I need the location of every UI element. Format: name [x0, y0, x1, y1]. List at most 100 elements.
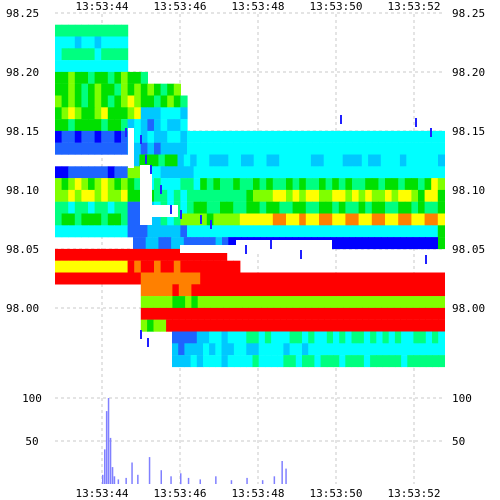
heat-cell [220, 189, 228, 202]
heat-cell [173, 95, 181, 108]
heat-cell [147, 107, 155, 120]
heat-cell [88, 83, 96, 96]
heat-cell [213, 178, 221, 191]
heat-cell [286, 142, 294, 155]
heat-cell [180, 107, 188, 120]
heat-cell [172, 343, 179, 356]
heat-cell [160, 178, 168, 191]
heat-cell [178, 284, 186, 297]
heat-cell [399, 237, 407, 250]
heat-cell [140, 248, 148, 261]
heat-cell [292, 130, 300, 143]
heat-cell [233, 213, 241, 226]
heat-cell [333, 343, 340, 356]
empty-gap [128, 128, 134, 168]
heat-cell [147, 142, 155, 155]
heat-cell [253, 178, 261, 191]
time-tick-bottom: 13:53:46 [154, 487, 207, 500]
heat-cell [266, 130, 274, 143]
heat-cell [371, 142, 379, 155]
heat-cell [61, 225, 69, 238]
heat-cell [266, 178, 274, 191]
heat-cell [235, 296, 243, 309]
heat-cell [385, 225, 393, 238]
heat-cell [152, 237, 160, 250]
heat-cell [74, 201, 82, 214]
heat-cell [358, 225, 366, 238]
heat-cell [147, 248, 155, 261]
heat-cell [376, 331, 384, 344]
heat-cell [61, 189, 69, 202]
heat-cell [88, 95, 96, 108]
heat-cell [394, 343, 402, 356]
heat-cell [365, 130, 373, 143]
heat-cell [200, 178, 208, 191]
heat-cell [324, 296, 332, 309]
heat-cell [160, 166, 168, 179]
volume-bar [285, 468, 287, 484]
heat-cell [121, 107, 129, 120]
heat-cell [391, 166, 399, 179]
heat-cell [134, 95, 142, 108]
heat-cell [94, 83, 102, 96]
heat-cell [114, 60, 122, 73]
heat-cell [437, 201, 445, 214]
heat-cell [183, 154, 191, 167]
heat-cell [154, 178, 162, 191]
heat-cell [438, 355, 445, 368]
heat-cell [312, 142, 320, 155]
heat-cell [280, 319, 287, 332]
heat-cell [184, 331, 192, 344]
heat-cell [206, 142, 214, 155]
price-tick-left: 98.20 [6, 66, 39, 79]
heat-cell [220, 201, 228, 214]
heat-cell [200, 213, 208, 226]
heat-cell [355, 296, 363, 309]
heat-cell [121, 178, 129, 191]
heat-cell [254, 319, 262, 332]
heat-cell [215, 331, 223, 344]
heat-cell [200, 201, 208, 214]
heat-cell [68, 36, 76, 49]
heat-cell [351, 355, 359, 368]
heat-cell [352, 225, 360, 238]
heat-cell [412, 284, 420, 297]
heat-cell [140, 71, 148, 84]
heat-cell [220, 272, 228, 285]
heat-cell [437, 142, 445, 155]
trade-mark [425, 255, 427, 264]
heat-cell [68, 213, 76, 226]
heat-cell [365, 166, 373, 179]
heat-cell [159, 296, 167, 309]
heat-cell [147, 95, 155, 108]
heat-cell [324, 284, 332, 297]
heat-cell [167, 83, 175, 96]
heat-cell [266, 213, 274, 226]
heat-cell [431, 307, 439, 320]
heat-cell [391, 213, 399, 226]
heat-cell [55, 24, 63, 37]
heat-cell [193, 225, 201, 238]
heat-cell [61, 48, 69, 61]
trade-mark [270, 240, 272, 249]
heat-cell [147, 307, 154, 320]
heat-cell [431, 225, 439, 238]
heat-cell [190, 343, 198, 356]
heat-cell [121, 213, 129, 226]
heat-cell [202, 154, 210, 167]
heat-cell [419, 307, 426, 320]
heat-cell [220, 248, 228, 261]
volume-bar [131, 462, 133, 484]
heat-cell [196, 237, 204, 250]
heat-cell [277, 343, 284, 356]
heat-cell [325, 213, 333, 226]
heat-cell [317, 319, 325, 332]
heat-cell [286, 178, 294, 191]
trade-mark [170, 205, 172, 214]
heat-cell [114, 130, 122, 143]
heat-cell [114, 166, 122, 179]
heat-cell [121, 95, 129, 108]
heat-cell [358, 178, 366, 191]
heat-cell [180, 119, 188, 132]
heat-cell [215, 355, 223, 368]
